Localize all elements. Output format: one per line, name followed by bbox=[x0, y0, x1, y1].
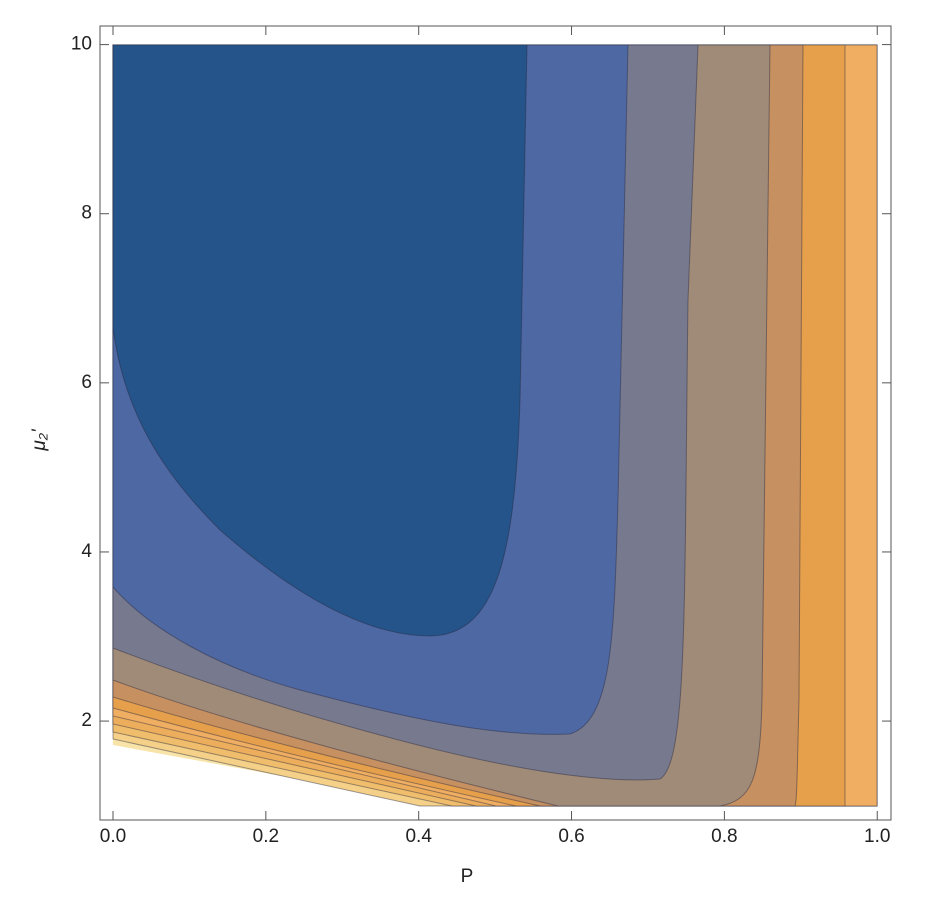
x-tick-label: 0.6 bbox=[558, 826, 584, 847]
y-axis-label: μ₂' bbox=[29, 428, 50, 452]
x-tick-label: 1.0 bbox=[864, 826, 890, 847]
contour-field bbox=[112, 44, 878, 807]
x-tick-label: 0.4 bbox=[405, 826, 432, 847]
y-tick-label: 8 bbox=[81, 203, 92, 224]
y-tick-label: 4 bbox=[81, 541, 92, 562]
x-axis-label: P bbox=[461, 866, 474, 887]
y-tick-label: 10 bbox=[71, 34, 92, 55]
x-tick-label: 0.0 bbox=[100, 826, 126, 847]
y-tick-label: 2 bbox=[81, 710, 92, 731]
x-tick-label: 0.8 bbox=[711, 826, 737, 847]
plot-frame bbox=[99, 25, 892, 821]
x-tick-label: 0.2 bbox=[253, 826, 279, 847]
y-tick-label: 6 bbox=[81, 372, 92, 393]
contour-band bbox=[112, 44, 528, 637]
